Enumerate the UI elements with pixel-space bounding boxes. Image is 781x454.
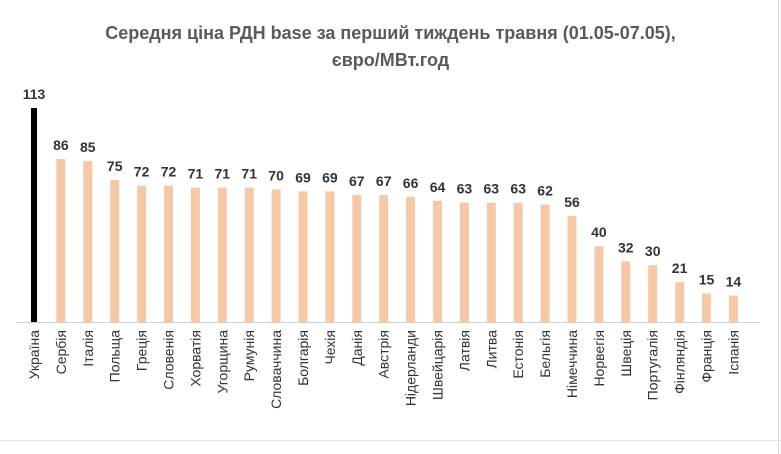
category-label: Португалія xyxy=(645,330,661,400)
data-label: 70 xyxy=(268,167,284,183)
bar xyxy=(31,108,37,322)
bar xyxy=(433,200,442,322)
category-label: Сербія xyxy=(53,330,69,374)
data-label: 71 xyxy=(215,166,231,182)
category-label: Нідерланди xyxy=(403,330,419,406)
data-label: 14 xyxy=(726,274,742,290)
bar xyxy=(83,161,93,322)
data-label: 71 xyxy=(188,166,204,182)
data-label: 85 xyxy=(80,139,96,155)
bar xyxy=(406,197,416,322)
data-label: 62 xyxy=(537,183,553,199)
data-label: 69 xyxy=(295,169,311,185)
category-label: Литва xyxy=(483,330,499,369)
category-label: Латвія xyxy=(456,330,472,371)
bar xyxy=(190,187,200,322)
bar xyxy=(137,185,147,322)
data-label: 63 xyxy=(457,181,473,197)
right-divider xyxy=(778,0,779,454)
data-label: 15 xyxy=(699,272,715,288)
category-label: Хорватія xyxy=(187,330,203,387)
category-label: Угорщина xyxy=(214,330,230,394)
data-label: 71 xyxy=(241,166,257,182)
bar xyxy=(244,187,254,322)
bar xyxy=(271,189,281,322)
chart-title-line-2: євро/МВт.год xyxy=(331,50,450,70)
category-label: Австрія xyxy=(376,330,392,379)
bar xyxy=(486,202,496,322)
category-label: Франція xyxy=(699,330,715,383)
data-label: 75 xyxy=(107,158,123,174)
bar xyxy=(164,185,173,322)
data-label: 66 xyxy=(403,175,419,191)
data-label: 64 xyxy=(430,179,446,195)
category-label: Данія xyxy=(349,330,365,366)
chart-title-line-1: Середня ціна РДН base за перший тиждень … xyxy=(105,23,676,43)
bar xyxy=(513,202,523,322)
bar xyxy=(56,159,66,322)
bar xyxy=(702,293,711,322)
bar xyxy=(459,202,469,322)
category-label: Швеція xyxy=(618,330,634,377)
bar xyxy=(675,282,685,322)
bar xyxy=(110,180,120,322)
chart-title: Середня ціна РДН base за перший тиждень … xyxy=(0,20,781,74)
data-label: 113 xyxy=(23,86,46,102)
data-label: 30 xyxy=(645,243,661,259)
data-label: 72 xyxy=(161,164,177,180)
data-label: 86 xyxy=(53,137,69,153)
data-label: 67 xyxy=(376,173,392,189)
category-label: Бельгія xyxy=(537,330,553,378)
bar xyxy=(217,187,227,322)
bar xyxy=(379,195,389,322)
bar xyxy=(298,191,308,322)
category-label: Словаччина xyxy=(268,330,284,409)
data-label: 21 xyxy=(672,260,688,276)
category-label: Греція xyxy=(134,330,150,371)
category-label: Італія xyxy=(80,330,96,367)
category-label: Естонія xyxy=(510,330,526,379)
data-label: 40 xyxy=(591,224,607,240)
bar xyxy=(352,195,362,322)
category-label: Швейцарія xyxy=(430,330,446,400)
bar xyxy=(325,191,335,322)
category-label: Фінляндія xyxy=(672,330,688,394)
data-label: 69 xyxy=(322,169,338,185)
data-label: 63 xyxy=(484,181,500,197)
bar xyxy=(648,265,658,322)
category-label: Німеччина xyxy=(564,330,580,398)
data-label: 67 xyxy=(349,173,365,189)
bar xyxy=(567,215,577,322)
category-label: Іспанія xyxy=(725,330,741,375)
category-label: Словенія xyxy=(161,330,177,390)
category-label: Румунія xyxy=(241,330,257,381)
category-label: Болгарія xyxy=(295,330,311,386)
data-label: 72 xyxy=(134,164,150,180)
category-label: Норвегія xyxy=(591,330,607,387)
category-label: Україна xyxy=(26,330,42,380)
bar xyxy=(540,204,550,322)
bar xyxy=(594,246,604,322)
category-label: Польща xyxy=(107,330,123,383)
bar xyxy=(728,295,738,322)
bottom-divider xyxy=(0,440,781,441)
data-label: 32 xyxy=(618,239,634,255)
category-label: Чехія xyxy=(322,330,338,365)
bar xyxy=(621,261,631,322)
data-label: 56 xyxy=(564,194,580,210)
data-label: 63 xyxy=(510,181,526,197)
